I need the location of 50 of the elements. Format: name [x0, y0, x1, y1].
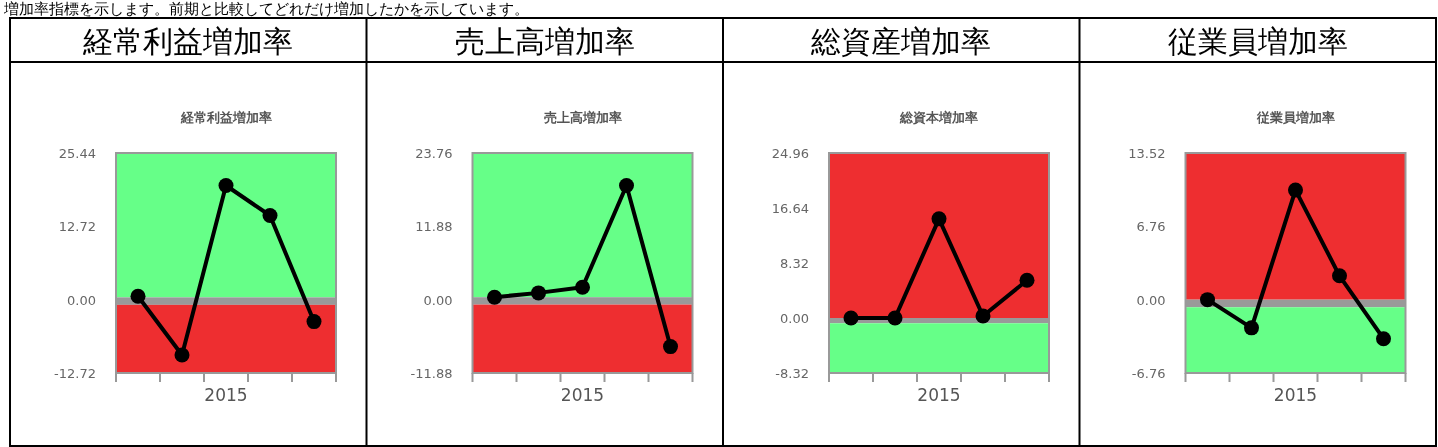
chart-title: 従業員増加率 [1167, 25, 1348, 58]
point [619, 177, 634, 193]
y-tick-label: 24.96 [771, 146, 809, 161]
y-tick-label: 8.32 [780, 256, 809, 271]
point [575, 279, 590, 295]
point [1332, 268, 1347, 284]
y-tick-label: 0.00 [780, 311, 809, 326]
y-tick-label: -8.32 [775, 366, 809, 381]
point [174, 347, 190, 363]
point [975, 308, 991, 324]
point [663, 339, 678, 355]
y-tick-label: 23.76 [415, 146, 453, 161]
chart-title: 売上高増加率 [454, 25, 635, 58]
point [1244, 320, 1259, 336]
point [130, 288, 146, 304]
y-tick-label: 25.44 [58, 146, 96, 161]
point [1019, 272, 1035, 288]
y-tick-label: 0.00 [1136, 292, 1166, 308]
point [887, 310, 903, 326]
chart-subtitle: 売上高増加率 [543, 110, 622, 125]
y-tick-label: 0.00 [67, 292, 96, 308]
y-tick-label: 11.88 [415, 219, 453, 235]
y-tick-label: 0.00 [423, 292, 453, 308]
x-tick-label: 2015 [917, 385, 961, 405]
point [843, 310, 859, 326]
chart-subtitle: 従業員増加率 [1255, 110, 1335, 125]
chart-subtitle: 総資本増加率 [899, 110, 978, 125]
chart-title: 総資産増加率 [810, 25, 992, 58]
chart-subtitle: 経常利益増加率 [179, 110, 272, 125]
text: 増加率指標を示します。前期と比較してどれだけ増加したかを示しています。 [3, 1, 529, 17]
x-tick-label: 2015 [204, 385, 248, 405]
point [1376, 331, 1391, 347]
x-tick-label: 2015 [1273, 385, 1318, 405]
point [218, 178, 234, 194]
point [1288, 182, 1303, 198]
chart-title: 経常利益増加率 [82, 25, 294, 58]
y-tick-label: 12.72 [58, 219, 96, 235]
y-tick-label: 13.52 [1128, 146, 1166, 161]
y-tick-label: 16.64 [771, 201, 809, 216]
y-tick-label: 6.76 [1136, 219, 1166, 235]
point [487, 289, 502, 305]
y-tick-label: -11.88 [410, 366, 453, 381]
point [1200, 292, 1215, 308]
point [262, 208, 278, 223]
point [931, 211, 947, 227]
point [531, 285, 546, 301]
x-tick-label: 2015 [560, 385, 605, 405]
y-tick-label: -12.72 [54, 366, 96, 381]
y-tick-label: -6.76 [1131, 366, 1166, 381]
point [306, 314, 322, 330]
